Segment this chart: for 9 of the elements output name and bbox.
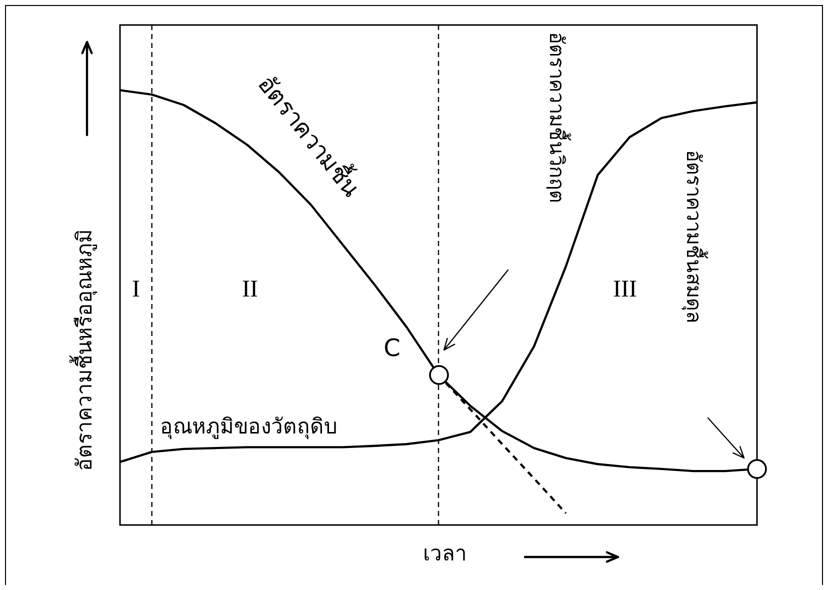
y-axis-title: อัตราความชื้นหรืออุณหภูมิ xyxy=(69,229,98,471)
annotation: I xyxy=(132,276,140,302)
series-label: อุณหภูมิของวัตถุดิบ xyxy=(160,414,337,440)
annotation: อัตราความชื้นสมดุล xyxy=(680,150,708,323)
annotation: C xyxy=(384,334,400,362)
x-axis-title: เวลา xyxy=(423,541,467,566)
annotation: II xyxy=(242,276,258,302)
annotation: III xyxy=(613,276,637,302)
annotation: อัตราความชื้นวิกฤต xyxy=(544,32,571,203)
